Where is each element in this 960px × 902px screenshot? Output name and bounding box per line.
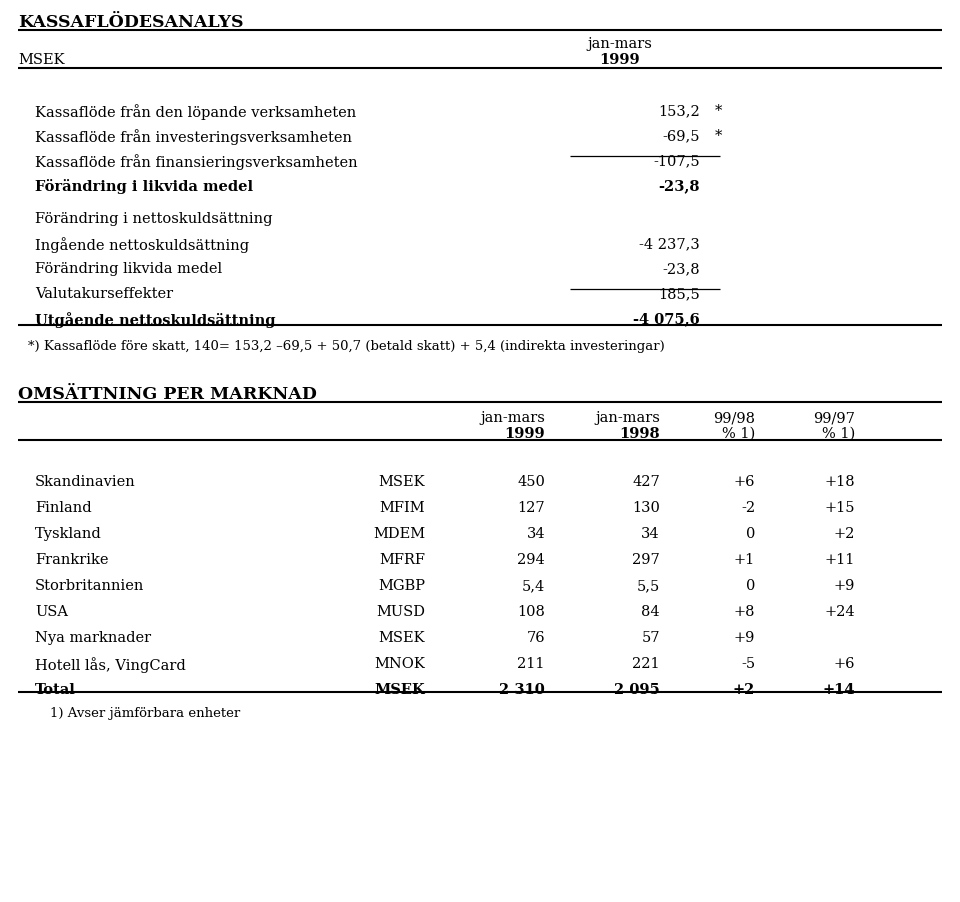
Text: 5,5: 5,5 bbox=[636, 578, 660, 593]
Text: USA: USA bbox=[35, 604, 68, 618]
Text: 1998: 1998 bbox=[619, 427, 660, 440]
Text: 99/97: 99/97 bbox=[813, 410, 855, 425]
Text: 127: 127 bbox=[517, 501, 545, 514]
Text: +11: +11 bbox=[825, 552, 855, 566]
Text: 76: 76 bbox=[526, 630, 545, 644]
Text: +8: +8 bbox=[733, 604, 755, 618]
Text: +1: +1 bbox=[733, 552, 755, 566]
Text: OMSÄTTNING PER MARKNAD: OMSÄTTNING PER MARKNAD bbox=[18, 385, 317, 402]
Text: 1) Avser jämförbara enheter: 1) Avser jämförbara enheter bbox=[50, 706, 240, 719]
Text: Valutakurseffekter: Valutakurseffekter bbox=[35, 287, 173, 300]
Text: Storbritannien: Storbritannien bbox=[35, 578, 144, 593]
Text: +9: +9 bbox=[833, 578, 855, 593]
Text: -23,8: -23,8 bbox=[662, 262, 700, 276]
Text: MNOK: MNOK bbox=[374, 657, 425, 670]
Text: 2 095: 2 095 bbox=[614, 682, 660, 696]
Text: MSEK: MSEK bbox=[378, 630, 425, 644]
Text: MFRF: MFRF bbox=[379, 552, 425, 566]
Text: 84: 84 bbox=[641, 604, 660, 618]
Text: -107,5: -107,5 bbox=[654, 154, 700, 168]
Text: MUSD: MUSD bbox=[376, 604, 425, 618]
Text: Total: Total bbox=[35, 682, 76, 696]
Text: 108: 108 bbox=[517, 604, 545, 618]
Text: 34: 34 bbox=[526, 527, 545, 540]
Text: +24: +24 bbox=[825, 604, 855, 618]
Text: *) Kassaflöde före skatt, 140= 153,2 –69,5 + 50,7 (betald skatt) + 5,4 (indirekt: *) Kassaflöde före skatt, 140= 153,2 –69… bbox=[28, 340, 664, 353]
Text: 211: 211 bbox=[517, 657, 545, 670]
Text: *: * bbox=[715, 104, 722, 118]
Text: +6: +6 bbox=[833, 657, 855, 670]
Text: % 1): % 1) bbox=[722, 427, 755, 440]
Text: Frankrike: Frankrike bbox=[35, 552, 108, 566]
Text: +2: +2 bbox=[732, 682, 755, 696]
Text: % 1): % 1) bbox=[822, 427, 855, 440]
Text: 450: 450 bbox=[517, 474, 545, 489]
Text: 99/98: 99/98 bbox=[713, 410, 755, 425]
Text: Nya marknader: Nya marknader bbox=[35, 630, 151, 644]
Text: -5: -5 bbox=[741, 657, 755, 670]
Text: jan-mars: jan-mars bbox=[595, 410, 660, 425]
Text: MDEM: MDEM bbox=[372, 527, 425, 540]
Text: 57: 57 bbox=[641, 630, 660, 644]
Text: Förändring i nettoskuldsättning: Förändring i nettoskuldsättning bbox=[35, 212, 273, 226]
Text: -23,8: -23,8 bbox=[659, 179, 700, 193]
Text: 1999: 1999 bbox=[600, 53, 640, 67]
Text: Förändring i likvida medel: Förändring i likvida medel bbox=[35, 179, 253, 194]
Text: Skandinavien: Skandinavien bbox=[35, 474, 135, 489]
Text: MSEK: MSEK bbox=[378, 474, 425, 489]
Text: -4 237,3: -4 237,3 bbox=[639, 236, 700, 251]
Text: Kassaflöde från den löpande verksamheten: Kassaflöde från den löpande verksamheten bbox=[35, 104, 356, 120]
Text: Ingående nettoskuldsättning: Ingående nettoskuldsättning bbox=[35, 236, 250, 253]
Text: 427: 427 bbox=[633, 474, 660, 489]
Text: 5,4: 5,4 bbox=[521, 578, 545, 593]
Text: -4 075,6: -4 075,6 bbox=[634, 312, 700, 326]
Text: jan-mars: jan-mars bbox=[480, 410, 545, 425]
Text: +2: +2 bbox=[833, 527, 855, 540]
Text: 2 310: 2 310 bbox=[499, 682, 545, 696]
Text: 0: 0 bbox=[746, 527, 755, 540]
Text: MSEK: MSEK bbox=[374, 682, 425, 696]
Text: +18: +18 bbox=[825, 474, 855, 489]
Text: -69,5: -69,5 bbox=[662, 129, 700, 143]
Text: 294: 294 bbox=[517, 552, 545, 566]
Text: 297: 297 bbox=[633, 552, 660, 566]
Text: 153,2: 153,2 bbox=[659, 104, 700, 118]
Text: +15: +15 bbox=[825, 501, 855, 514]
Text: +14: +14 bbox=[823, 682, 855, 696]
Text: -2: -2 bbox=[741, 501, 755, 514]
Text: 0: 0 bbox=[746, 578, 755, 593]
Text: 221: 221 bbox=[633, 657, 660, 670]
Text: 34: 34 bbox=[641, 527, 660, 540]
Text: 1999: 1999 bbox=[504, 427, 545, 440]
Text: Finland: Finland bbox=[35, 501, 91, 514]
Text: Utgående nettoskuldsättning: Utgående nettoskuldsättning bbox=[35, 312, 276, 327]
Text: Kassaflöde från investeringsverksamheten: Kassaflöde från investeringsverksamheten bbox=[35, 129, 352, 144]
Text: MGBP: MGBP bbox=[378, 578, 425, 593]
Text: KASSAFLÖDESANALYS: KASSAFLÖDESANALYS bbox=[18, 14, 244, 31]
Text: 185,5: 185,5 bbox=[659, 287, 700, 300]
Text: *: * bbox=[715, 129, 722, 143]
Text: Hotell lås, VingCard: Hotell lås, VingCard bbox=[35, 657, 185, 672]
Text: 130: 130 bbox=[632, 501, 660, 514]
Text: +6: +6 bbox=[733, 474, 755, 489]
Text: +9: +9 bbox=[733, 630, 755, 644]
Text: MFIM: MFIM bbox=[379, 501, 425, 514]
Text: Tyskland: Tyskland bbox=[35, 527, 102, 540]
Text: Kassaflöde från finansieringsverksamheten: Kassaflöde från finansieringsverksamhete… bbox=[35, 154, 358, 170]
Text: Förändring likvida medel: Förändring likvida medel bbox=[35, 262, 222, 276]
Text: jan-mars: jan-mars bbox=[588, 37, 653, 51]
Text: MSEK: MSEK bbox=[18, 53, 64, 67]
